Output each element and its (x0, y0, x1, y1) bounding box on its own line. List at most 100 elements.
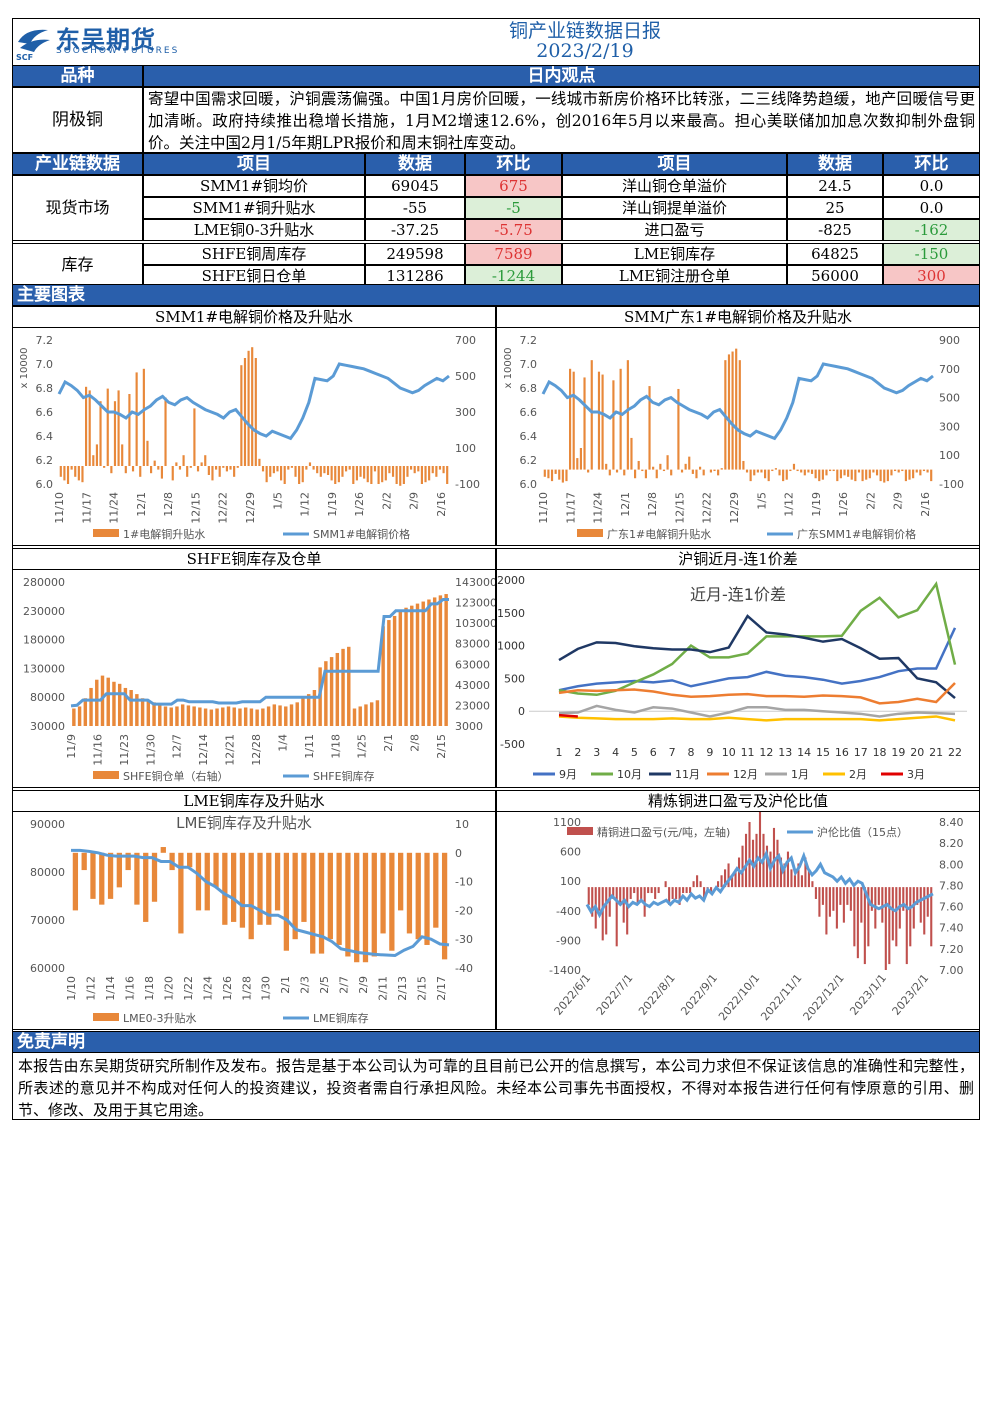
x-tick-label: 11/24 (108, 492, 121, 524)
bar (319, 466, 322, 477)
legend-swatch (577, 529, 603, 537)
bar (110, 466, 113, 474)
bar (767, 469, 770, 482)
chart-inner-title: 近月-连1价差 (690, 585, 786, 604)
left-tick-label: 230000 (23, 605, 65, 618)
bar (305, 466, 308, 470)
left-tick-label: 600 (560, 846, 581, 859)
bar (792, 463, 796, 470)
right-tick-label: 8.40 (939, 816, 964, 829)
bar (283, 466, 286, 484)
bar (835, 887, 838, 929)
bar (776, 839, 779, 888)
bar (875, 469, 879, 476)
bar (745, 469, 749, 473)
bar (222, 466, 225, 468)
bar (612, 887, 615, 899)
bar (678, 887, 681, 905)
right-tick-label: 83000 (455, 638, 490, 651)
bar (347, 646, 351, 726)
bar (106, 677, 110, 726)
table-cell: 69045 (365, 175, 465, 197)
left-tick-label: 7.0 (520, 358, 538, 371)
bar (915, 469, 918, 473)
left-tick-label: 6.4 (36, 430, 54, 443)
bar (926, 887, 929, 917)
bar (410, 605, 414, 726)
bar (289, 704, 294, 726)
x-tick-label: 14 (797, 746, 811, 759)
left-tick-label: 70000 (30, 914, 65, 927)
bar (330, 466, 333, 481)
bar (427, 599, 431, 726)
legend-label: SMM1#电解铜价格 (313, 527, 410, 541)
x-tick-label: 1/28 (240, 976, 253, 1001)
bar (850, 469, 853, 480)
bar (919, 469, 922, 476)
bar (248, 852, 254, 940)
table-header: 环比 (465, 153, 562, 175)
x-tick-label: 1/20 (162, 976, 175, 1001)
chart-2: SMM广东1#电解铜价格及升贴水 7.2 7.0 6.8 6.6 6.4 6.2 6.0 900… (496, 306, 980, 546)
bar (276, 466, 279, 472)
x-tick-label: 1 (556, 746, 563, 759)
bar (258, 458, 261, 466)
bar (125, 852, 131, 871)
bar (730, 875, 734, 888)
x-tick-label: 2/9 (408, 492, 421, 510)
x-tick-label: 1/26 (837, 492, 850, 517)
legend-label: 11月 (675, 768, 700, 781)
right-tick-label: 123000 (455, 597, 495, 610)
table-cell: 0.0 (883, 197, 980, 219)
bar (615, 469, 619, 473)
bar (180, 704, 185, 726)
bar (881, 887, 884, 923)
left-tick-label: 6.0 (36, 478, 54, 491)
bar (926, 469, 929, 473)
x-tick-label: 15 (816, 746, 830, 759)
bar (363, 466, 366, 479)
bar (888, 887, 891, 965)
bar (895, 887, 898, 947)
group-label: 库存 (12, 243, 143, 287)
bar (249, 708, 254, 726)
left-tick-label: 6.2 (36, 454, 54, 467)
series-line (70, 598, 449, 708)
x-tick-label: 2 (574, 746, 581, 759)
left-tick-label: 7.2 (520, 334, 538, 347)
bar (352, 708, 357, 726)
chart-3: SHFE铜库存及仓单 280000 230000 180000 130000 80000 3… (12, 548, 496, 788)
bar (146, 700, 151, 726)
right-tick-label: 700 (455, 334, 476, 347)
bar (420, 466, 423, 484)
bar (846, 887, 849, 905)
left-tick-label: 180000 (23, 634, 65, 647)
bar (749, 469, 752, 482)
bar (255, 709, 259, 726)
bar (543, 469, 546, 477)
bar (123, 687, 128, 726)
bar (398, 611, 403, 726)
left-tick-label: 7.0 (36, 358, 54, 371)
chart-5: LME铜库存及升贴水 90000 80000 70000 60000 10 0 -10 -20 -… (12, 790, 496, 1030)
x-tick-label: 21 (929, 746, 943, 759)
bar (720, 875, 723, 888)
bar (391, 466, 395, 477)
bar (112, 681, 116, 726)
table-cell: LME铜库存 (562, 243, 787, 265)
left-tick-label: -400 (556, 905, 581, 918)
x-tick-label: 2/5 (318, 976, 331, 994)
legend-label: 2月 (849, 768, 867, 781)
bar (81, 466, 84, 483)
bar (843, 469, 846, 476)
x-tick-label: 12/1 (619, 492, 632, 517)
bar (232, 707, 236, 726)
bar (193, 408, 196, 466)
bar (821, 887, 824, 905)
bar (554, 469, 557, 474)
bar (326, 466, 330, 475)
x-tick-label: 12/21 (224, 734, 237, 766)
bar (735, 348, 738, 470)
table-cell: SHFE铜周库存 (143, 243, 365, 265)
bar (417, 466, 420, 472)
